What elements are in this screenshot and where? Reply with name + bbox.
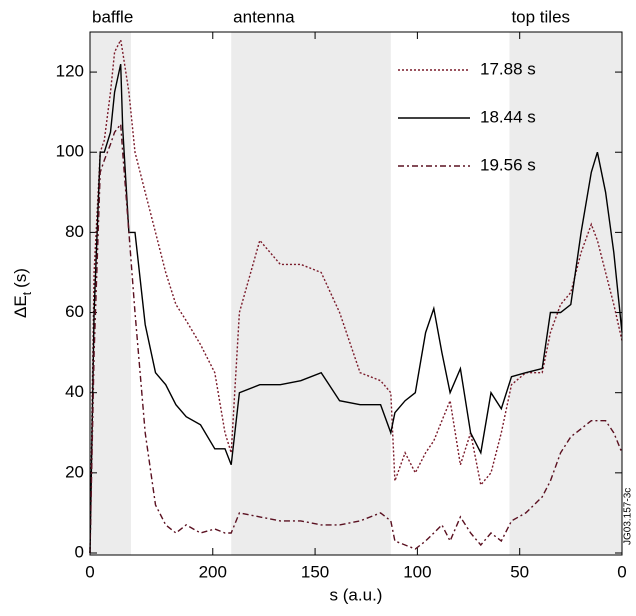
- y-label-main: ΔE: [11, 295, 30, 318]
- region: [509, 32, 622, 555]
- region-label: baffle: [92, 7, 133, 26]
- y-tick-label: 100: [56, 142, 84, 161]
- series-line: [89, 122, 623, 554]
- side-note: JG03.157-3c: [623, 488, 634, 545]
- y-tick-label: 20: [65, 462, 84, 481]
- x-axis-label: s (a.u.): [330, 585, 383, 604]
- x-tick-label: 50: [510, 562, 529, 581]
- y-label-sub: t: [20, 291, 34, 295]
- y-tick-label: 0: [75, 542, 84, 561]
- x-tick-label: 0: [617, 562, 626, 581]
- region-label: top tiles: [511, 7, 570, 26]
- legend-label: 19.56 s: [480, 155, 536, 174]
- y-tick-label: 60: [65, 302, 84, 321]
- series-line: [89, 37, 623, 554]
- y-axis-label: ΔEt (s): [11, 268, 34, 318]
- plot-frame: [89, 31, 623, 556]
- y-tick-label: 80: [65, 222, 84, 241]
- legend-label: 17.88 s: [480, 59, 536, 78]
- y-label-unit: (s): [11, 268, 30, 288]
- series-line: [89, 63, 623, 554]
- x-tick-label: 150: [301, 562, 329, 581]
- legend-label: 18.44 s: [480, 107, 536, 126]
- x-tick-label: 100: [403, 562, 431, 581]
- x-tick-label: 0: [85, 562, 94, 581]
- region: [231, 32, 391, 555]
- region: [90, 32, 131, 555]
- region-label: antenna: [233, 7, 295, 26]
- y-tick-label: 40: [65, 382, 84, 401]
- y-tick-label: 120: [56, 62, 84, 81]
- x-tick-label: 200: [199, 562, 227, 581]
